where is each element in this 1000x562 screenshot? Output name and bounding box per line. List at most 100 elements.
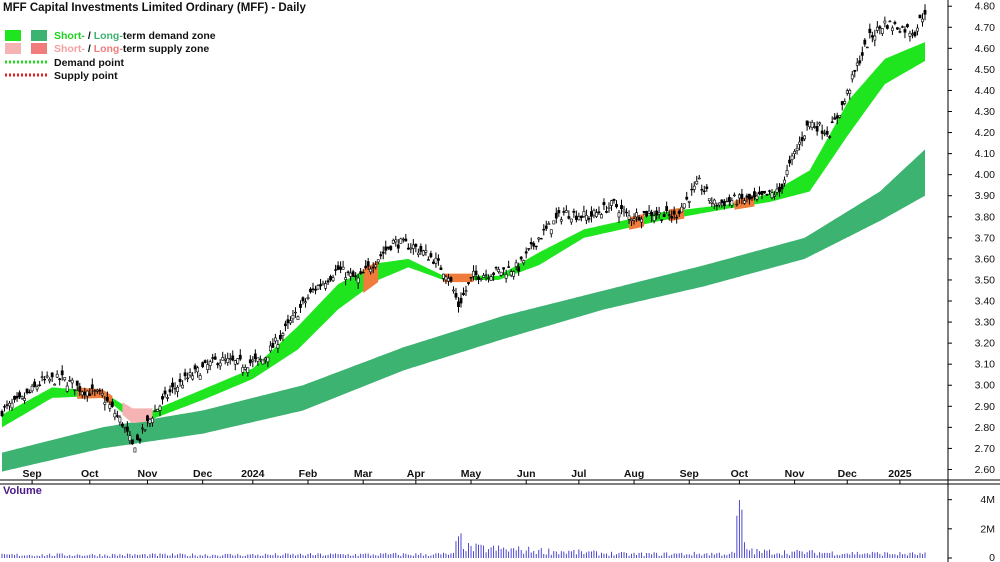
price-bar-body xyxy=(655,210,659,216)
price-bar-body xyxy=(554,212,558,219)
price-bar-body xyxy=(707,198,711,201)
price-bar-body xyxy=(652,215,656,221)
date-tick-label: Jul xyxy=(571,468,586,480)
price-bar-body xyxy=(820,130,824,134)
price-tick-label: 3.70 xyxy=(975,232,996,244)
price-bar-body xyxy=(685,196,689,200)
price-bar-body xyxy=(349,272,353,277)
price-bar-body xyxy=(477,276,480,280)
price-bar-body xyxy=(228,358,232,360)
price-bar-body xyxy=(885,25,889,29)
price-bar-body xyxy=(426,259,430,261)
price-bar-body xyxy=(416,252,420,255)
price-bar-body xyxy=(464,290,468,292)
price-bar-body xyxy=(487,277,490,280)
price-bar-body xyxy=(133,447,137,453)
price-bar-body xyxy=(201,362,205,368)
price-bar-body xyxy=(163,390,167,395)
price-bar-body xyxy=(695,180,699,185)
price-bar-body xyxy=(118,416,122,423)
price-bar-body xyxy=(758,191,761,195)
price-bar-body xyxy=(241,367,245,373)
price-bar-body xyxy=(421,250,425,256)
price-bar-body xyxy=(559,219,563,222)
price-bar-body xyxy=(85,390,89,397)
price-bar-body xyxy=(216,363,220,366)
price-bar-body xyxy=(524,251,528,254)
price-bar-body xyxy=(371,266,375,269)
price-bar-body xyxy=(376,259,380,263)
price-bar-body xyxy=(354,275,358,278)
price-tick-label: 3.60 xyxy=(975,253,996,265)
price-bar-body xyxy=(474,270,478,276)
price-bar-body xyxy=(447,278,450,282)
price-bar-body xyxy=(30,385,34,392)
price-bar-body xyxy=(161,396,164,400)
price-bar-body xyxy=(401,238,405,241)
price-bar-body xyxy=(547,223,551,226)
price-bar-body xyxy=(745,195,749,198)
price-bar-body xyxy=(675,216,679,219)
price-bar-body xyxy=(238,354,242,360)
price-bar-body xyxy=(93,390,97,392)
price-bar-body xyxy=(146,415,149,422)
price-bar-body xyxy=(178,378,182,383)
price-bar-body xyxy=(720,199,724,203)
price-bar-body xyxy=(833,117,837,120)
price-bar-body xyxy=(266,356,270,363)
price-bar-body xyxy=(527,248,531,250)
price-bar-body xyxy=(509,271,513,276)
price-bar-body xyxy=(211,357,215,359)
price-bar-body xyxy=(296,316,300,320)
price-tick-label: 3.10 xyxy=(975,359,996,371)
price-bar-body xyxy=(923,9,927,15)
price-bar-body xyxy=(572,210,576,213)
price-bar-body xyxy=(622,209,626,213)
price-bar-body xyxy=(848,90,852,94)
price-bar-body xyxy=(183,372,187,377)
price-bar-body xyxy=(672,210,676,215)
price-bar-body xyxy=(542,228,546,231)
price-bar-body xyxy=(692,185,696,190)
price-bar-body xyxy=(389,245,393,250)
price-bar-body xyxy=(893,21,897,24)
price-bar-body xyxy=(645,211,648,217)
price-bar-body xyxy=(650,211,654,217)
price-bar-body xyxy=(143,429,147,431)
price-bar-body xyxy=(860,52,864,56)
price-bar-body xyxy=(670,216,674,219)
price-bar-body xyxy=(911,33,914,36)
price-bar-body xyxy=(35,386,39,390)
price-bar-body xyxy=(311,288,315,290)
price-bar-body xyxy=(208,361,212,366)
price-bar-body xyxy=(773,194,776,197)
price-bar-body xyxy=(391,240,395,244)
price-tick-label: 3.00 xyxy=(975,380,996,392)
price-bar-body xyxy=(467,282,470,284)
price-tick-label: 4.40 xyxy=(975,85,996,97)
price-bar-body xyxy=(529,242,533,245)
price-bar-body xyxy=(507,266,511,268)
price-bar-body xyxy=(845,90,849,94)
price-bar-body xyxy=(193,365,197,370)
price-bar-body xyxy=(344,277,348,280)
price-bar-body xyxy=(775,188,779,193)
price-bar-body xyxy=(289,320,292,324)
legend: Short- / Long-term demand zone Short- / … xyxy=(5,30,216,82)
price-bar-body xyxy=(38,384,42,386)
price-bar-body xyxy=(63,377,67,381)
price-bar-body xyxy=(120,423,124,427)
price-bar-body xyxy=(715,204,719,207)
price-bar-body xyxy=(504,274,508,279)
price-bar-body xyxy=(286,319,290,324)
date-tick-label: Dec xyxy=(193,468,212,480)
legend-short-demand-swatch xyxy=(5,30,21,41)
date-tick-label: 2024 xyxy=(241,468,265,480)
price-bar-body xyxy=(682,203,686,209)
price-bar-body xyxy=(399,238,403,244)
price-tick-label: 2.60 xyxy=(975,464,996,476)
price-bar-body xyxy=(123,426,127,429)
price-bar-body xyxy=(369,268,373,273)
price-bar-body xyxy=(148,418,152,424)
price-bar-body xyxy=(444,276,448,281)
